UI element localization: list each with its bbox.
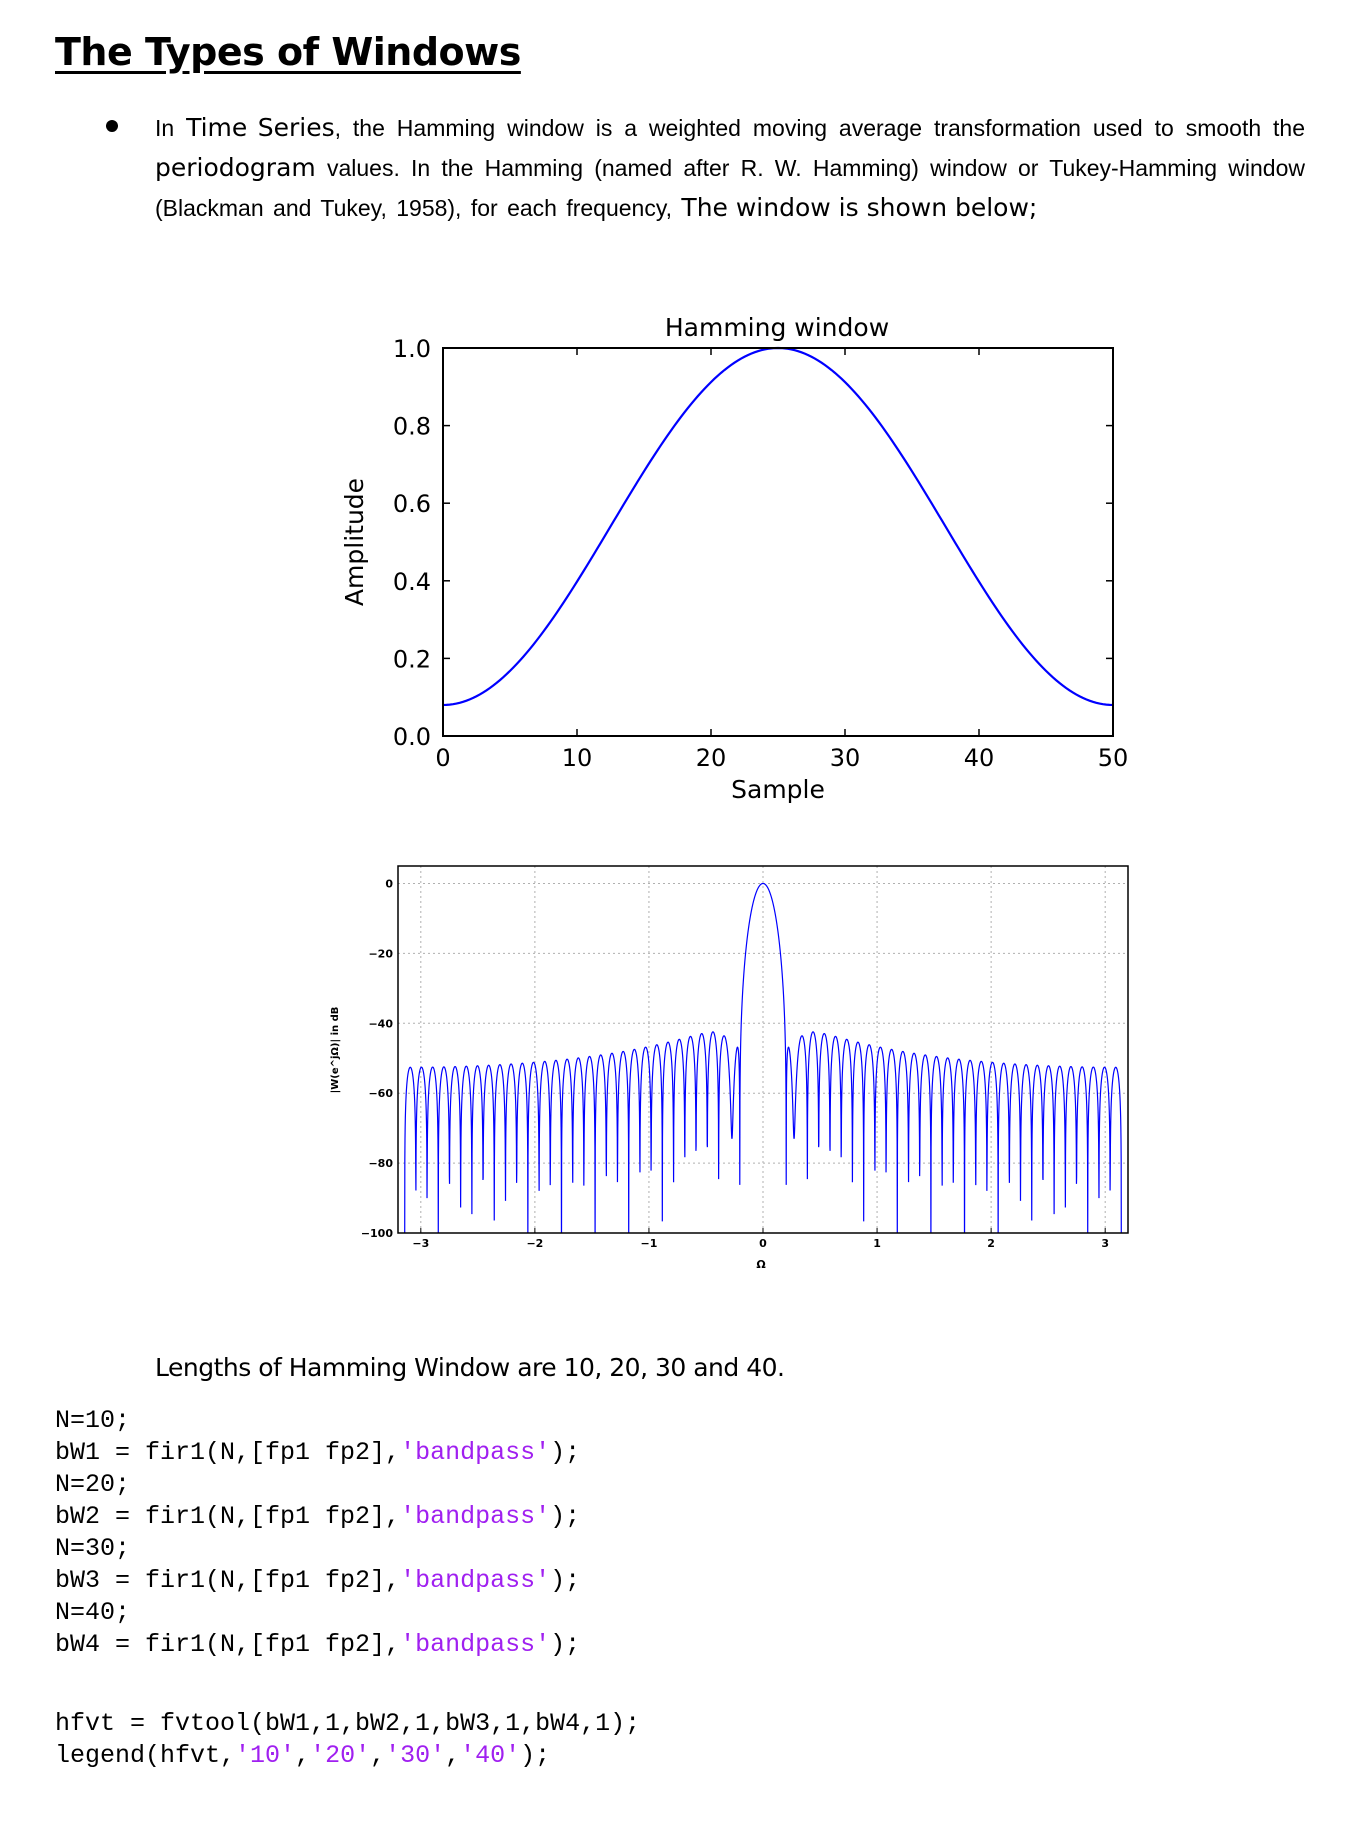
chart1-ticks: 0 10 20 30 40 50 0.0 0.2 0.4 0.6 0.8 1.0 (393, 335, 1128, 772)
chart2-ytick-label: 0 (385, 877, 393, 890)
chart1-ytick-label: 0.6 (393, 490, 431, 518)
code-line: bW3 = fir1(N,[fp1 fp2],'bandpass'); (55, 1566, 581, 1595)
chart2-ytick-label: −100 (361, 1227, 394, 1240)
code-line: N=30; (55, 1534, 131, 1563)
intro-paragraph: In Time Series, the Hamming window is a … (155, 113, 1306, 222)
code-block-fvtool: hfvt = fvtool(bW1,1,bW2,1,bW3,1,bW4,1); … (55, 1708, 640, 1772)
hamming-spectrum-chart: −3 −2 −1 0 1 2 3 0 −20 −40 −60 −80 −100 Ω |W(e^jΩ)| … (330, 865, 1129, 1271)
chart2-ytick-label: −80 (368, 1157, 393, 1170)
code-line: N=10; (55, 1406, 131, 1435)
bullet-point (106, 120, 118, 132)
code-line: bW1 = fir1(N,[fp1 fp2],'bandpass'); (55, 1438, 581, 1467)
chart2-grid (398, 866, 1128, 1234)
chart2-xtick-label: 3 (1101, 1237, 1109, 1250)
chart1-xlabel: Sample (731, 775, 825, 804)
chart2-xtick-label: 0 (759, 1237, 767, 1250)
code-line: N=40; (55, 1598, 131, 1627)
chart1-plot-frame (442, 347, 1114, 737)
chart1-ytick-label: 1.0 (393, 335, 431, 363)
chart2-ylabel: |W(e^jΩ)| in dB (330, 1007, 341, 1094)
code-line: hfvt = fvtool(bW1,1,bW2,1,bW3,1,bW4,1); (55, 1709, 641, 1738)
chart2-xtick-label: −1 (641, 1237, 658, 1250)
chart1-title: Hamming window (665, 313, 889, 342)
chart2-xtick-label: 1 (873, 1237, 881, 1250)
chart1-xtick-label: 50 (1098, 744, 1129, 772)
page-title: The Types of Windows (55, 30, 521, 74)
chart1-ytick-label: 0.0 (393, 723, 431, 751)
chart1-ytick-label: 0.8 (393, 413, 431, 441)
chart2-ticks: −3 −2 −1 0 1 2 3 0 −20 −40 −60 −80 −100 (361, 877, 1109, 1250)
chart2-xlabel: Ω (756, 1258, 766, 1271)
code-block-fir1: N=10; bW1 = fir1(N,[fp1 fp2],'bandpass')… (55, 1405, 580, 1661)
chart1-ytick-label: 0.2 (393, 645, 431, 673)
hamming-window-chart: Hamming window 0 10 20 30 40 50 0.0 0.2 0.4 0.6 0.… (340, 313, 1128, 804)
code-line: bW4 = fir1(N,[fp1 fp2],'bandpass'); (55, 1630, 581, 1659)
chart2-ytick-label: −40 (368, 1017, 393, 1030)
chart2-ytick-label: −60 (368, 1087, 393, 1100)
chart1-ylabel: Amplitude (340, 478, 369, 606)
code-line: bW2 = fir1(N,[fp1 fp2],'bandpass'); (55, 1502, 581, 1531)
chart1-series-line (442, 346, 1114, 707)
chart1-xtick-label: 20 (696, 744, 727, 772)
chart2-ytick-label: −20 (368, 947, 393, 960)
chart2-series-line (404, 882, 1122, 1233)
code-line: N=20; (55, 1470, 131, 1499)
chart2-xtick-label: −3 (412, 1237, 429, 1250)
lengths-text: Lengths of Hamming Window are 10, 20, 30… (155, 1353, 785, 1382)
chart1-xtick-label: 0 (435, 744, 450, 772)
chart1-ytick-label: 0.4 (393, 568, 431, 596)
chart1-xtick-label: 40 (964, 744, 995, 772)
chart2-xtick-label: −2 (526, 1237, 543, 1250)
chart1-xtick-label: 30 (830, 744, 861, 772)
chart1-xtick-label: 10 (562, 744, 593, 772)
chart2-xtick-label: 2 (987, 1237, 995, 1250)
code-line: legend(hfvt,'10','20','30','40'); (55, 1741, 551, 1770)
